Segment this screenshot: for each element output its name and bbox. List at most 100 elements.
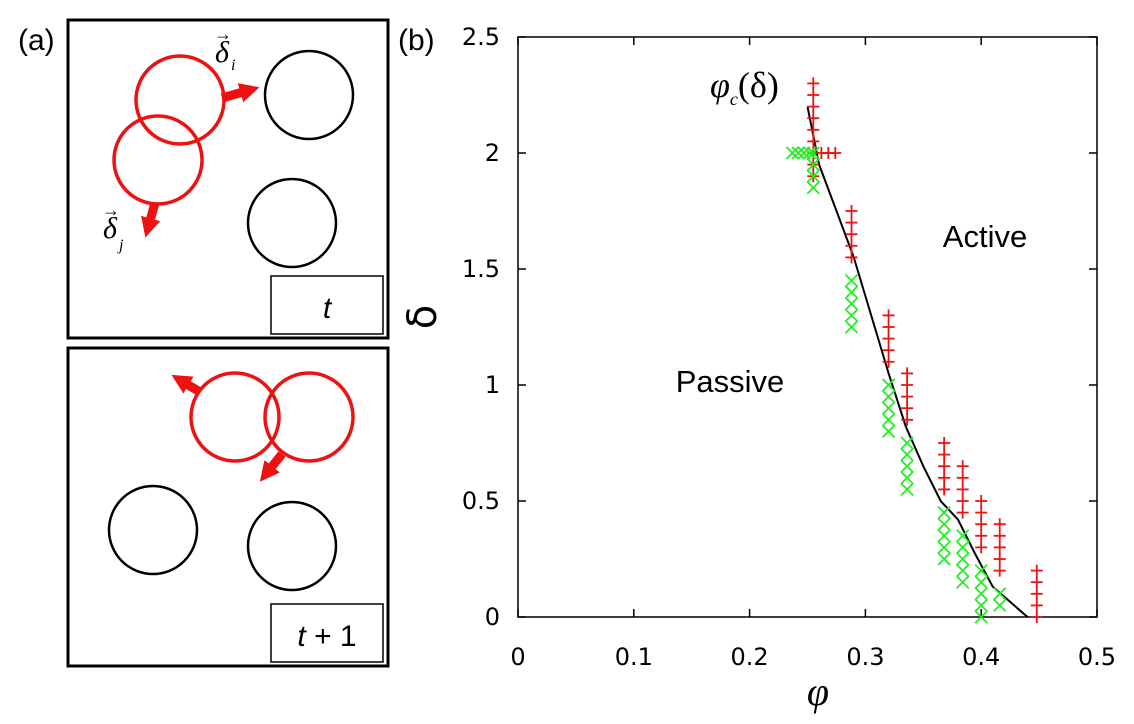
passive-point	[844, 285, 859, 299]
active-point	[975, 518, 988, 531]
passive-point	[956, 540, 970, 555]
plot-frame	[517, 36, 1098, 618]
active-point	[829, 147, 842, 159]
passive-point	[993, 587, 1007, 601]
passive-point	[844, 308, 859, 323]
active-point	[993, 553, 1006, 565]
active-point	[807, 123, 820, 136]
passive-point	[881, 401, 896, 415]
y-tick-label: 2.5	[462, 23, 500, 51]
passive-particle	[246, 500, 338, 592]
active-point	[975, 506, 988, 519]
active-point	[993, 541, 1006, 554]
passive-point	[956, 563, 970, 578]
passive-point	[974, 575, 988, 589]
active-point	[993, 518, 1006, 531]
active-point	[975, 541, 988, 554]
y-tick-label: 1.5	[462, 255, 500, 283]
active-point	[938, 483, 951, 496]
active-point	[993, 529, 1006, 542]
active-point	[901, 379, 914, 391]
vector-arrow-icon: →	[214, 24, 232, 44]
displacement-arrow-i	[220, 83, 260, 103]
y-tick-label: 1	[485, 371, 500, 399]
delta-i-label: δ i →	[214, 24, 235, 74]
x-tick-label: 0.4	[962, 643, 1000, 671]
active-point	[845, 251, 858, 264]
active-point	[845, 228, 858, 241]
time-label-t: t	[323, 292, 333, 325]
active-point	[807, 100, 820, 113]
time-box-t	[270, 275, 384, 335]
frame-t-border	[66, 18, 390, 340]
svg-text:j: j	[117, 237, 124, 254]
passive-point	[900, 471, 914, 485]
passive-point	[806, 157, 820, 172]
active-point	[938, 437, 951, 449]
active-point	[901, 390, 914, 403]
displacement-arrow	[259, 451, 286, 482]
passive-particle	[263, 49, 355, 141]
passive-point	[844, 320, 859, 334]
frame-t: δ i → δ j → t	[66, 18, 390, 340]
active-point	[938, 448, 951, 461]
axis-tick-labels: 0 0.1 0.2 0.3 0.4 0.5 0 0.5 1 1.5 2 2.5	[462, 23, 1116, 671]
y-tick-label: 0	[485, 603, 500, 631]
passive-point	[881, 413, 896, 427]
passive-point	[937, 540, 951, 555]
phase-diagram-chart: 0 0.1 0.2 0.3 0.4 0.5 0 0.5 1 1.5 2 2.5	[462, 23, 1116, 671]
active-particle	[263, 371, 355, 463]
vector-arrow-icon: →	[102, 200, 120, 220]
active-point	[882, 332, 895, 345]
time-box-t1	[270, 603, 384, 663]
active-point	[807, 135, 820, 148]
passive-point	[806, 169, 820, 183]
displacement-arrow-j	[141, 201, 161, 238]
passive-point	[806, 181, 820, 195]
active-point	[1030, 564, 1043, 577]
phase-boundary-curve	[806, 106, 1029, 618]
passive-point	[974, 587, 988, 601]
passive-point	[956, 552, 970, 566]
panel-b: (b) 0 0.1 0.2 0.3 0.4 0.500.511.522.5 Active …	[398, 23, 1116, 714]
frame-t1-border	[66, 346, 390, 668]
active-point	[807, 77, 820, 90]
passive-particle	[246, 177, 338, 269]
passive-point	[993, 598, 1007, 613]
x-tick-label: 0.3	[846, 643, 884, 671]
passive-point	[791, 146, 805, 160]
passive-point	[785, 146, 800, 160]
passive-point	[900, 459, 914, 473]
active-region-label: Active	[943, 219, 1027, 254]
active-point	[1030, 576, 1043, 589]
passive-particle	[107, 484, 199, 576]
active-point	[882, 309, 895, 322]
passive-point	[844, 297, 859, 311]
delta-j-label: δ j →	[102, 200, 124, 254]
x-tick-label: 0.2	[731, 643, 769, 671]
passive-point	[900, 436, 914, 450]
passive-point	[956, 575, 970, 589]
passive-point	[900, 482, 914, 497]
y-axis-label: δ	[400, 305, 446, 329]
active-point	[901, 367, 914, 380]
passive-point	[937, 552, 951, 566]
x-axis-label: φ	[807, 669, 829, 714]
passive-point	[937, 529, 951, 543]
active-point	[845, 239, 858, 252]
active-point	[975, 529, 988, 542]
active-point	[1030, 599, 1043, 612]
active-point	[956, 460, 969, 473]
active-point	[938, 471, 951, 484]
panel-a: (a) δ i → δ j → t	[18, 18, 390, 668]
frame-t1: t + 1	[66, 346, 390, 668]
svg-text:δ: δ	[103, 212, 118, 245]
active-point	[993, 564, 1006, 577]
passive-point	[881, 424, 896, 439]
passive-point	[881, 389, 896, 404]
active-particle-j	[112, 114, 204, 206]
active-point	[807, 89, 820, 101]
passive-region-label: Passive	[676, 364, 785, 399]
time-label-t1: t + 1	[297, 620, 356, 653]
